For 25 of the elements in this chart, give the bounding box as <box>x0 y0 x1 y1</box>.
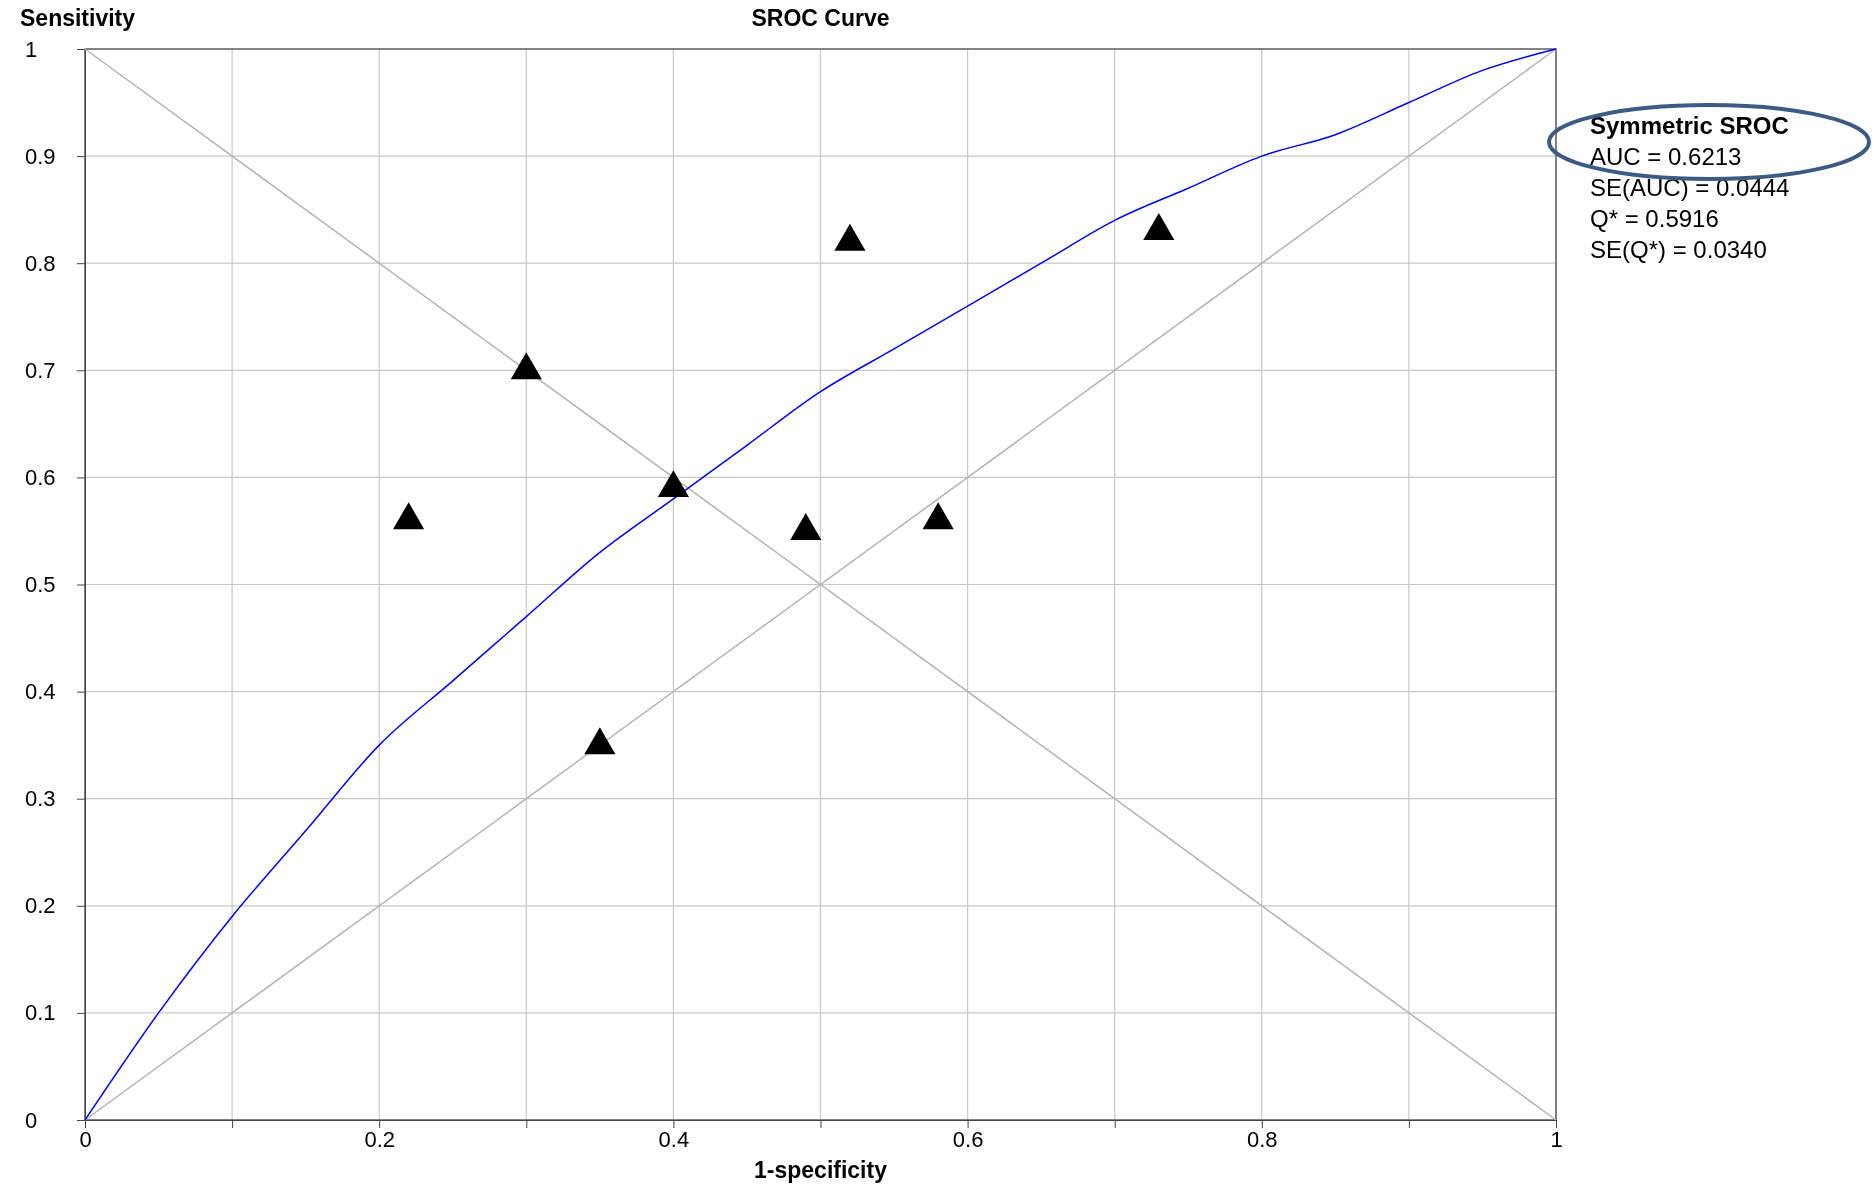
y-tick-label: 0.9 <box>25 143 56 169</box>
text: Symmetric SROC <box>1590 112 1789 139</box>
x-tick-label: 0.4 <box>658 1126 690 1152</box>
text: SE(AUC) = 0.0444 <box>1590 174 1790 201</box>
y-axis-title: Sensitivity <box>20 5 136 31</box>
x-tick-label: 0.2 <box>364 1126 395 1152</box>
text: SE(Q*) = 0.0340 <box>1590 236 1767 263</box>
x-axis-title: 1-specificity <box>754 1157 888 1183</box>
x-tick-label: 0 <box>79 1126 92 1152</box>
y-tick-label: 0.4 <box>25 679 56 705</box>
y-tick-label: 0.7 <box>25 357 56 383</box>
x-tick-label: 0.8 <box>1247 1126 1278 1152</box>
y-tick-label: 0.2 <box>25 893 56 919</box>
text: Q* = 0.5916 <box>1590 205 1719 232</box>
y-tick-label: 0 <box>25 1107 38 1133</box>
y-tick-label: 0.8 <box>25 250 56 276</box>
chart-title: SROC Curve <box>751 5 890 31</box>
y-tick-label: 0.3 <box>25 786 56 812</box>
x-tick-label: 0.6 <box>952 1126 984 1152</box>
y-tick-label: 0.6 <box>25 464 56 490</box>
x-tick-label: 1 <box>1550 1126 1563 1152</box>
text: AUC = 0.6213 <box>1590 143 1742 170</box>
y-tick-label: 1 <box>25 36 38 62</box>
y-tick-label: 0.1 <box>25 1000 56 1026</box>
y-tick-label: 0.5 <box>25 572 56 598</box>
